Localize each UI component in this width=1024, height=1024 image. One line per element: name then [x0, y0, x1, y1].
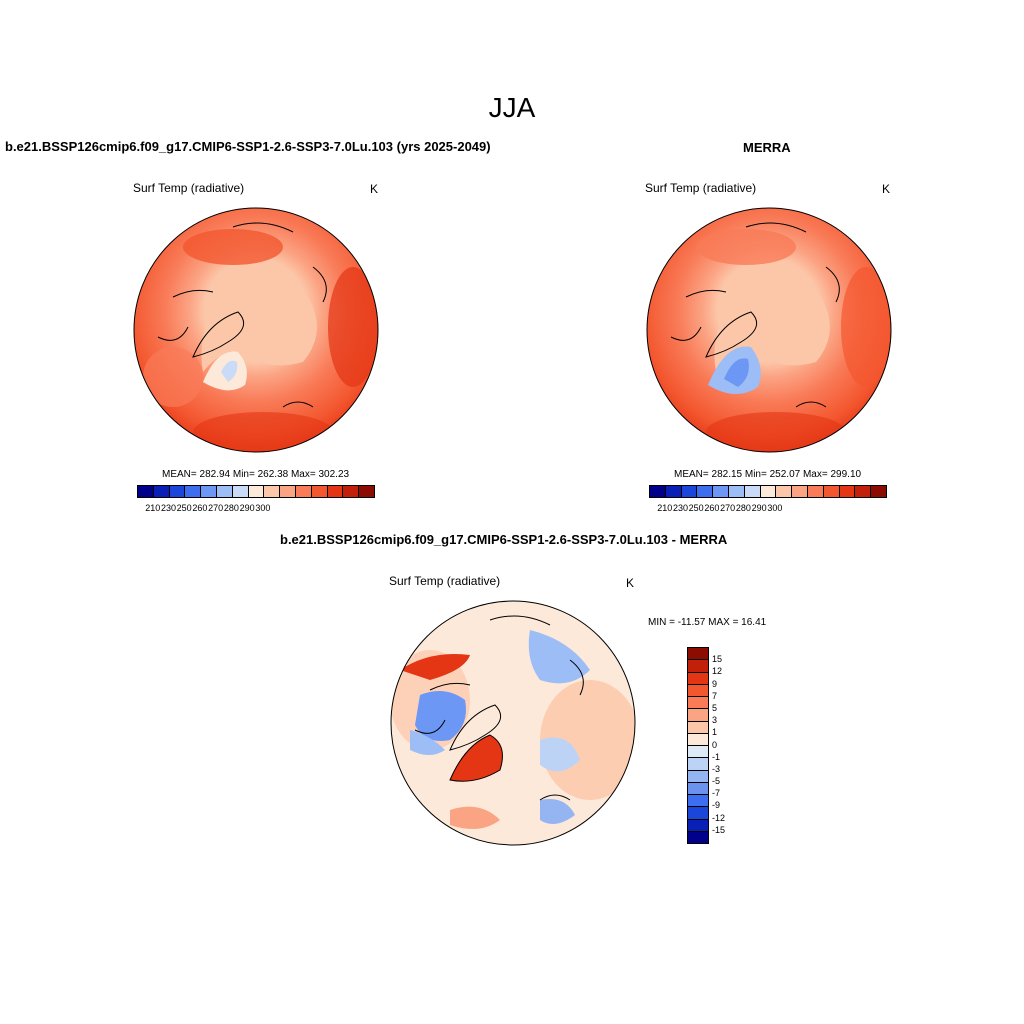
- colorbar-tick-label: -3: [712, 763, 721, 774]
- colorbar-swatch: [185, 486, 202, 497]
- colorbar-swatch: [688, 672, 708, 685]
- colorbar-swatch: [688, 770, 708, 783]
- colorbar-tick-label: -12: [712, 812, 726, 823]
- colorbar-swatch: [713, 486, 729, 497]
- colorbar-swatch: [688, 831, 708, 843]
- colorbar-tick-label: -15: [712, 824, 726, 835]
- colorbar-tick-label: 270: [208, 503, 224, 513]
- obs-colorbar-ticks: 210 230 250 260 270 280 290 300: [649, 503, 885, 515]
- colorbar-tick-label: 7: [712, 690, 718, 701]
- colorbar-tick-label: -1: [712, 751, 721, 762]
- colorbar-swatch: [359, 486, 374, 497]
- colorbar-swatch: [839, 486, 856, 497]
- colorbar-swatch: [688, 746, 708, 759]
- colorbar-swatch: [138, 486, 154, 497]
- diff-polar-map: [390, 600, 636, 846]
- model-colorbar-ticks: 210 230 250 260 270 280 290 300: [137, 503, 373, 515]
- model-subtitle: Surf Temp (radiative): [133, 181, 245, 195]
- colorbar-tick-label: 290: [239, 503, 255, 513]
- colorbar-tick-label: 250: [688, 503, 704, 513]
- obs-unit: K: [882, 182, 891, 196]
- colorbar-tick-label: 12: [712, 666, 723, 677]
- diff-panel-title: b.e21.BSSP126cmip6.f09_g17.CMIP6-SSP1-2.…: [280, 532, 728, 547]
- colorbar-swatch: [650, 486, 666, 497]
- colorbar-tick-label: 250: [176, 503, 192, 513]
- colorbar-swatch: [688, 807, 708, 820]
- colorbar-swatch: [688, 648, 708, 661]
- colorbar-swatch: [823, 486, 840, 497]
- colorbar-swatch: [688, 733, 708, 746]
- colorbar-tick-label: 210: [657, 503, 673, 513]
- colorbar-swatch: [688, 684, 708, 697]
- obs-colorbar: [649, 485, 887, 498]
- model-stats: MEAN= 282.94 Min= 262.38 Max= 302.23: [162, 469, 350, 480]
- colorbar-swatch: [744, 486, 761, 497]
- colorbar-swatch: [216, 486, 233, 497]
- figure-title: JJA: [488, 92, 536, 123]
- colorbar-swatch: [855, 486, 872, 497]
- colorbar-swatch: [760, 486, 777, 497]
- colorbar-swatch: [807, 486, 824, 497]
- colorbar-tick-label: -7: [712, 788, 721, 799]
- colorbar-swatch: [688, 795, 708, 808]
- colorbar-tick-label: 1: [712, 727, 718, 738]
- colorbar-swatch: [248, 486, 265, 497]
- colorbar-tick-label: 260: [704, 503, 720, 513]
- obs-subtitle: Surf Temp (radiative): [645, 181, 757, 195]
- model-colorbar: [137, 485, 375, 498]
- colorbar-tick-label: 15: [712, 654, 723, 665]
- colorbar-swatch: [327, 486, 344, 497]
- colorbar-tick-label: 300: [767, 503, 783, 513]
- colorbar-tick-label: 3: [712, 715, 718, 726]
- colorbar-tick-label: 280: [735, 503, 751, 513]
- obs-panel-title: MERRA: [743, 140, 791, 155]
- colorbar-tick-label: 9: [712, 678, 718, 689]
- colorbar-swatch: [681, 486, 698, 497]
- colorbar-tick-label: 290: [751, 503, 767, 513]
- model-unit: K: [370, 182, 379, 196]
- colorbar-tick-label: 300: [255, 503, 271, 513]
- colorbar-swatch: [776, 486, 793, 497]
- obs-polar-map: [646, 207, 892, 453]
- colorbar-swatch: [232, 486, 249, 497]
- colorbar-tick-label: 280: [223, 503, 239, 513]
- colorbar-swatch: [697, 486, 714, 497]
- diff-minmax: MIN = -11.57 MAX = 16.41: [648, 617, 767, 628]
- colorbar-swatch: [688, 709, 708, 722]
- colorbar-swatch: [688, 660, 708, 673]
- colorbar-tick-label: 210: [145, 503, 161, 513]
- colorbar-swatch: [295, 486, 312, 497]
- colorbar-swatch: [688, 721, 708, 734]
- model-panel-title: b.e21.BSSP126cmip6.f09_g17.CMIP6-SSP1-2.…: [5, 139, 491, 154]
- colorbar-swatch: [792, 486, 808, 497]
- colorbar-tick-label: 5: [712, 702, 718, 713]
- colorbar-swatch: [688, 819, 708, 832]
- colorbar-tick-label: -9: [712, 800, 721, 811]
- diff-subtitle: Surf Temp (radiative): [389, 574, 501, 588]
- colorbar-swatch: [343, 486, 360, 497]
- diff-unit: K: [626, 576, 635, 590]
- obs-stats: MEAN= 282.15 Min= 252.07 Max= 299.10: [674, 469, 862, 480]
- colorbar-swatch: [311, 486, 328, 497]
- colorbar-tick-label: 260: [192, 503, 208, 513]
- colorbar-tick-label: -5: [712, 776, 721, 787]
- colorbar-swatch: [280, 486, 296, 497]
- colorbar-tick-label: 270: [720, 503, 736, 513]
- colorbar-tick-label: 0: [712, 739, 718, 750]
- colorbar-swatch: [688, 758, 708, 771]
- diff-colorbar: [687, 647, 709, 844]
- colorbar-tick-label: 230: [160, 503, 176, 513]
- colorbar-swatch: [665, 486, 682, 497]
- colorbar-swatch: [728, 486, 745, 497]
- colorbar-swatch: [688, 782, 708, 795]
- colorbar-swatch: [264, 486, 281, 497]
- colorbar-swatch: [169, 486, 186, 497]
- colorbar-swatch: [871, 486, 886, 497]
- colorbar-tick-label: 230: [672, 503, 688, 513]
- colorbar-swatch: [201, 486, 217, 497]
- colorbar-swatch: [688, 697, 708, 710]
- model-polar-map: [133, 207, 379, 453]
- colorbar-swatch: [153, 486, 170, 497]
